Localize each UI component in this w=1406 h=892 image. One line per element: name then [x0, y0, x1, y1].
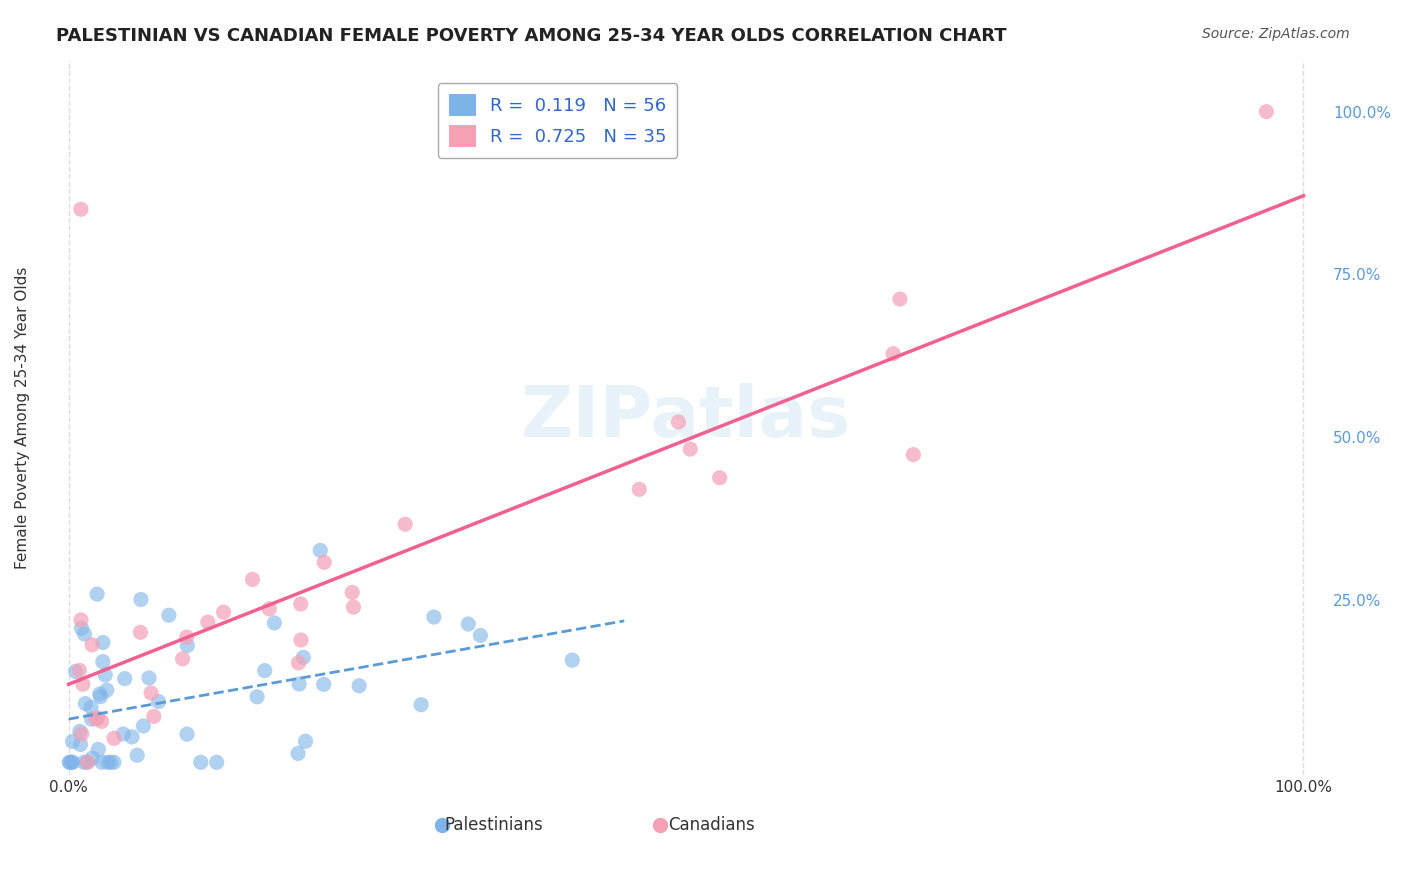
Palestinians	[91, 655, 114, 669]
Canadians	[259, 602, 281, 616]
Canadians	[242, 573, 264, 587]
Canadians	[172, 652, 194, 666]
Canadians	[290, 632, 312, 647]
Canadians	[90, 714, 112, 729]
Palestinians	[62, 734, 84, 748]
Canadians	[142, 709, 165, 723]
Palestinians	[309, 543, 332, 558]
Palestinians	[58, 756, 80, 770]
Canadians	[1256, 104, 1278, 119]
Palestinians	[347, 679, 370, 693]
Canadians	[903, 448, 925, 462]
Palestinians	[138, 671, 160, 685]
Canadians	[889, 292, 911, 306]
Palestinians	[69, 738, 91, 752]
Palestinians	[94, 668, 117, 682]
Palestinians	[292, 650, 315, 665]
Palestinians	[157, 608, 180, 623]
Palestinians	[97, 756, 120, 770]
Canadians	[129, 625, 152, 640]
Canadians	[70, 727, 93, 741]
Palestinians	[60, 756, 83, 770]
Palestinians	[70, 621, 93, 635]
Canadians	[176, 630, 198, 644]
Palestinians	[205, 756, 228, 770]
Y-axis label: Female Poverty Among 25-34 Year Olds: Female Poverty Among 25-34 Year Olds	[15, 267, 30, 568]
Palestinians	[129, 592, 152, 607]
Palestinians	[253, 664, 276, 678]
Palestinians	[148, 695, 170, 709]
Palestinians	[312, 677, 335, 691]
Canadians	[709, 471, 731, 485]
Palestinians	[470, 628, 492, 642]
Canadians	[342, 585, 364, 599]
Palestinians	[190, 756, 212, 770]
Palestinians	[411, 698, 433, 712]
Text: Canadians: Canadians	[668, 816, 755, 834]
Canadians	[882, 347, 904, 361]
Text: ZIPatlas: ZIPatlas	[522, 383, 851, 452]
Palestinians	[80, 700, 103, 714]
Palestinians	[91, 635, 114, 649]
Canadians	[84, 712, 107, 726]
Canadians	[72, 677, 94, 691]
Legend: R =  0.119   N = 56, R =  0.725   N = 35: R = 0.119 N = 56, R = 0.725 N = 35	[437, 83, 678, 158]
Palestinians	[114, 672, 136, 686]
Palestinians	[294, 734, 316, 748]
Canadians	[342, 600, 364, 615]
Palestinians	[96, 683, 118, 698]
Palestinians	[76, 756, 98, 770]
Palestinians	[73, 627, 96, 641]
Palestinians	[121, 730, 143, 744]
Palestinians	[69, 724, 91, 739]
Canadians	[70, 202, 93, 217]
Canadians	[668, 415, 690, 429]
Canadians	[314, 555, 336, 569]
Palestinians	[82, 751, 104, 765]
Canadians	[82, 638, 104, 652]
Palestinians	[100, 756, 122, 770]
Palestinians	[423, 610, 446, 624]
Palestinians	[90, 690, 112, 704]
Canadians	[67, 664, 90, 678]
Palestinians	[287, 747, 309, 761]
Text: Source: ZipAtlas.com: Source: ZipAtlas.com	[1202, 27, 1350, 41]
Palestinians	[112, 727, 135, 741]
Palestinians	[60, 756, 83, 770]
Canadians	[87, 711, 110, 725]
Palestinians	[288, 677, 311, 691]
Canadians	[103, 731, 125, 746]
Palestinians	[132, 719, 155, 733]
Palestinians	[89, 687, 111, 701]
Palestinians	[561, 653, 583, 667]
Palestinians	[87, 742, 110, 756]
Palestinians	[176, 639, 198, 653]
Palestinians	[65, 665, 87, 679]
Text: PALESTINIAN VS CANADIAN FEMALE POVERTY AMONG 25-34 YEAR OLDS CORRELATION CHART: PALESTINIAN VS CANADIAN FEMALE POVERTY A…	[56, 27, 1007, 45]
Canadians	[70, 613, 93, 627]
Canadians	[679, 442, 702, 456]
Canadians	[76, 756, 98, 770]
Palestinians	[176, 727, 198, 741]
Canadians	[290, 597, 312, 611]
Palestinians	[75, 697, 97, 711]
Canadians	[212, 605, 235, 619]
Palestinians	[73, 756, 96, 770]
Palestinians	[86, 587, 108, 601]
Canadians	[139, 686, 162, 700]
Palestinians	[457, 617, 479, 632]
Canadians	[628, 483, 651, 497]
Palestinians	[263, 615, 285, 630]
Palestinians	[246, 690, 269, 704]
Canadians	[287, 656, 309, 670]
Palestinians	[90, 756, 112, 770]
Text: Palestinians: Palestinians	[444, 816, 543, 834]
Palestinians	[80, 712, 103, 726]
Canadians	[197, 615, 219, 629]
Palestinians	[127, 748, 149, 763]
Palestinians	[103, 756, 125, 770]
Canadians	[394, 517, 416, 532]
Palestinians	[59, 756, 82, 770]
